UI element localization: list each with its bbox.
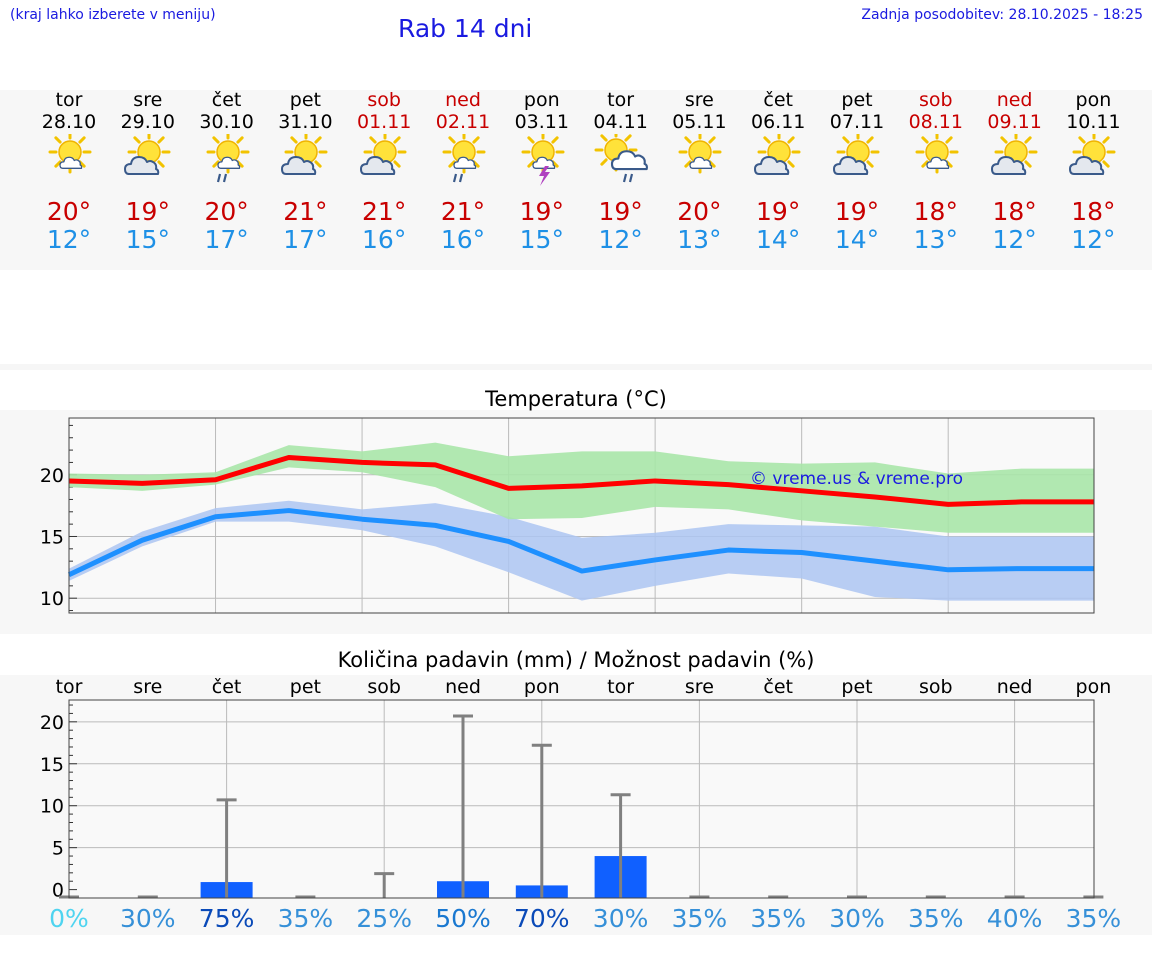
day-date: 31.10 (278, 111, 333, 133)
day-date: 05.11 (672, 111, 727, 133)
sun-rain-icon (442, 134, 486, 183)
min-temperature: 13° (677, 225, 722, 254)
max-temperature: 19° (598, 197, 643, 226)
day-name: pon (1075, 89, 1112, 111)
sun-rain-icon (206, 134, 250, 183)
last-update-label: Zadnja posodobitev: 28.10.2025 - 18:25 (861, 7, 1143, 23)
day-date: 06.11 (750, 111, 806, 133)
day-date: 07.11 (829, 111, 885, 133)
day-name: tor (55, 89, 83, 111)
page-title: Rab 14 dni (398, 14, 533, 43)
location-menu-hint: (kraj lahko izberete v meniju) (10, 7, 216, 23)
precipitation-panel (0, 675, 1152, 935)
day-date: 04.11 (593, 111, 648, 133)
day-date: 29.10 (120, 111, 175, 133)
day-date: 09.11 (987, 111, 1042, 133)
max-temperature: 18° (1071, 197, 1116, 226)
day-date: 02.11 (435, 111, 491, 133)
day-name: sre (133, 89, 163, 111)
day-date: 28.10 (41, 111, 97, 133)
min-temperature: 12° (992, 225, 1037, 254)
temperature-panel (0, 410, 1152, 634)
partly-sunny-icon (48, 134, 92, 174)
max-temperature: 20° (46, 197, 92, 226)
day-date: 01.11 (356, 111, 412, 133)
sun-thunder-icon (521, 134, 565, 186)
day-date: 30.10 (199, 111, 254, 133)
min-temperature: 12° (598, 225, 643, 254)
partly-sunny-icon (678, 134, 722, 174)
min-temperature: 12° (46, 225, 92, 254)
day-name: sre (684, 89, 714, 111)
temperature-chart-title: Temperatura (°C) (485, 387, 667, 411)
day-name: sob (919, 89, 953, 111)
partly-sunny-icon (915, 134, 959, 174)
day-date: 08.11 (908, 111, 963, 133)
max-temperature: 18° (913, 197, 958, 226)
max-temperature: 19° (519, 197, 564, 226)
day-name: pon (523, 89, 560, 111)
day-name: sob (367, 89, 401, 111)
min-temperature: 17° (204, 225, 249, 254)
partly-cloudy-icon (1069, 134, 1116, 175)
section-divider (0, 364, 1152, 370)
day-name: pet (289, 89, 321, 111)
max-temperature: 19° (125, 197, 170, 226)
min-temperature: 14° (756, 225, 801, 254)
day-name: ned (996, 89, 1033, 111)
min-temperature: 12° (1071, 225, 1116, 254)
day-name: čet (763, 89, 793, 111)
min-temperature: 13° (913, 225, 958, 254)
min-temperature: 15° (125, 225, 170, 254)
day-date: 10.11 (1066, 111, 1121, 133)
max-temperature: 21° (283, 197, 328, 226)
partly-cloudy-icon (123, 134, 171, 175)
min-temperature: 17° (283, 225, 328, 254)
day-name: ned (445, 89, 481, 111)
day-name: čet (211, 89, 242, 111)
max-temperature: 21° (362, 197, 407, 226)
day-name: tor (607, 89, 635, 111)
max-temperature: 21° (440, 197, 486, 226)
min-temperature: 14° (834, 225, 880, 254)
min-temperature: 16° (440, 225, 486, 254)
max-temperature: 19° (756, 197, 801, 226)
max-temperature: 20° (204, 197, 249, 226)
daily-forecast-strip: tor 28.10 20° 12° sre 29.10 19° 15° čet … (0, 90, 1152, 270)
cloud-rain-icon (594, 134, 648, 183)
max-temperature: 18° (992, 197, 1037, 226)
day-name: pet (841, 89, 873, 111)
partly-cloudy-icon (990, 134, 1038, 175)
max-temperature: 20° (677, 197, 722, 226)
partly-cloudy-icon (754, 134, 801, 175)
partly-cloudy-icon (833, 134, 880, 175)
max-temperature: 19° (834, 197, 880, 226)
min-temperature: 16° (362, 225, 407, 254)
day-date: 03.11 (514, 111, 569, 133)
partly-cloudy-icon (360, 134, 407, 175)
min-temperature: 15° (519, 225, 564, 254)
partly-cloudy-icon (281, 134, 328, 175)
precipitation-chart-title: Količina padavin (mm) / Možnost padavin … (337, 648, 815, 672)
